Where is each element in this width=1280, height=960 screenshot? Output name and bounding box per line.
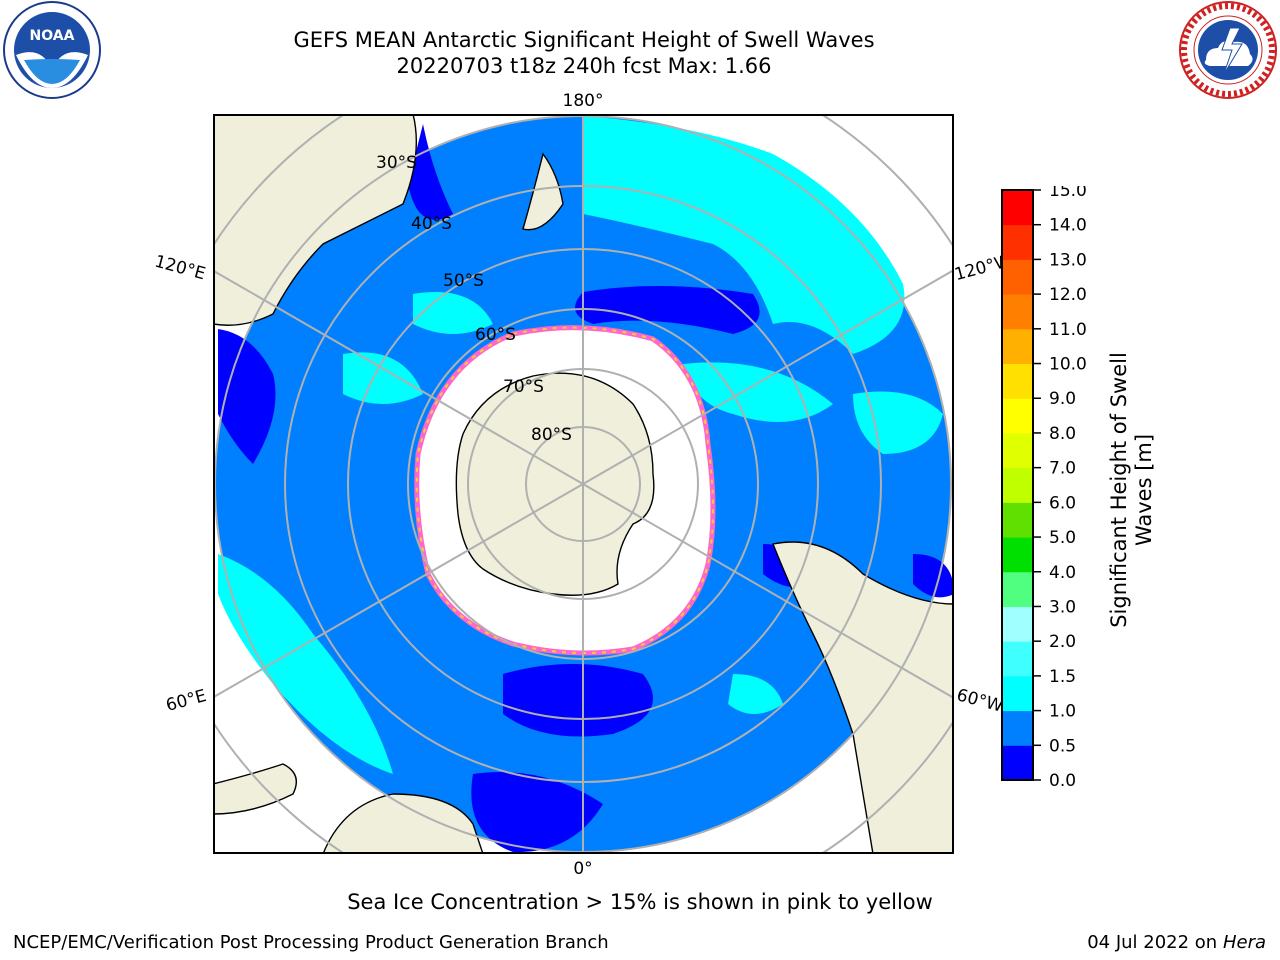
colorbar-block	[1002, 537, 1033, 573]
colorbar-tick-label: 12.0	[1049, 285, 1087, 305]
lon-label-120e: 120°E	[152, 252, 207, 285]
colorbar-tick-label: 15.0	[1049, 186, 1087, 201]
colorbar-block	[1002, 502, 1033, 538]
lon-label-60e: 60°E	[164, 686, 209, 716]
colorbar-tick-label: 3.0	[1049, 597, 1076, 617]
colorbar-block	[1002, 190, 1033, 226]
polar-map: 30°S 40°S 50°S 60°S 70°S 80°S	[213, 114, 954, 854]
colorbar-block	[1002, 467, 1033, 503]
africa-landmass	[322, 793, 484, 854]
colorbar-block	[1002, 363, 1033, 399]
colorbar-tick-label: 11.0	[1049, 320, 1087, 340]
colorbar-tick-label: 1.5	[1049, 667, 1076, 687]
lat-label-80s: 80°S	[531, 425, 572, 445]
colorbar-tick-label: 9.0	[1049, 389, 1076, 409]
credit-text: NCEP/EMC/Verification Post Processing Pr…	[13, 932, 609, 953]
lon-label-60w: 60°W	[954, 685, 1005, 717]
colorbar-block	[1002, 571, 1033, 607]
colorbar-block	[1002, 432, 1033, 469]
noaa-logo-text: NOAA	[30, 28, 75, 44]
colorbar-block	[1002, 675, 1033, 712]
colorbar: 0.0 0.5 1.0 1.5 2.0 3.0 4.0 5.0 6.0 7.0 8.0 9.0 10.0…	[1001, 186, 1087, 786]
colorbar-blocks	[1002, 190, 1033, 781]
colorbar-block	[1002, 398, 1033, 434]
colorbar-block	[1002, 328, 1033, 365]
antarctica-landmass	[455, 372, 655, 596]
colorbar-title-line1: Significant Height of Swell	[1107, 352, 1131, 628]
colorbar-tick-label: 8.0	[1049, 424, 1076, 444]
australia-landmass	[213, 114, 417, 326]
map-frame	[213, 114, 954, 854]
noaa-logo-icon: NOAA	[3, 1, 101, 99]
colorbar-tick-label: 7.0	[1049, 459, 1076, 479]
map-title-line1: GEFS MEAN Antarctic Significant Height o…	[293, 28, 875, 52]
run-host: Hera	[1222, 932, 1266, 953]
colorbar-block	[1002, 259, 1033, 295]
colorbar-ticks: 0.0 0.5 1.0 1.5 2.0 3.0 4.0 5.0 6.0 7.0 8.0 9.0 10.0…	[1033, 186, 1087, 786]
colorbar-tick-label: 1.0	[1049, 702, 1076, 722]
nws-logo-icon	[1179, 1, 1277, 99]
colorbar-block	[1002, 224, 1033, 260]
colorbar-tick-label: 2.0	[1049, 632, 1076, 652]
colorbar-tick-label: 0.5	[1049, 736, 1076, 756]
colorbar-tick-label: 10.0	[1049, 355, 1087, 375]
lat-label-60s: 60°S	[475, 325, 516, 345]
run-date-text: 04 Jul 2022 on	[1087, 932, 1223, 953]
colorbar-tick-label: 14.0	[1049, 216, 1087, 236]
colorbar-block	[1002, 745, 1033, 781]
colorbar-tick-label: 13.0	[1049, 250, 1087, 270]
colorbar-tick-label: 4.0	[1049, 563, 1076, 583]
colorbar-frame	[1001, 189, 1034, 781]
longitude-lines	[213, 114, 954, 854]
low-swell-regions	[218, 124, 954, 853]
colorbar-tick-label: 0.0	[1049, 771, 1076, 786]
run-date: 04 Jul 2022 on Hera	[1087, 932, 1266, 953]
colorbar-title-line2: Waves [m]	[1132, 434, 1156, 546]
colorbar-block	[1002, 710, 1033, 746]
lat-label-40s: 40°S	[411, 214, 452, 234]
lat-label-70s: 70°S	[503, 377, 544, 397]
colorbar-tick-label: 5.0	[1049, 528, 1076, 548]
sea-ice-note: Sea Ice Concentration > 15% is shown in …	[347, 890, 933, 914]
lon-label-0: 0°	[573, 859, 592, 879]
colorbar-tick-label: 6.0	[1049, 493, 1076, 513]
lon-label-180: 180°	[563, 91, 604, 111]
lat-label-30s: 30°S	[376, 153, 417, 173]
colorbar-block	[1002, 606, 1033, 642]
colorbar-block	[1002, 641, 1033, 677]
lat-label-50s: 50°S	[443, 271, 484, 291]
sea-ice-edge	[415, 326, 714, 654]
map-title-line2: 20220703 t18z 240h fcst Max: 1.66	[396, 54, 772, 78]
colorbar-block	[1002, 294, 1033, 330]
colorbar-title: Significant Height of Swell Waves [m]	[1107, 352, 1156, 628]
